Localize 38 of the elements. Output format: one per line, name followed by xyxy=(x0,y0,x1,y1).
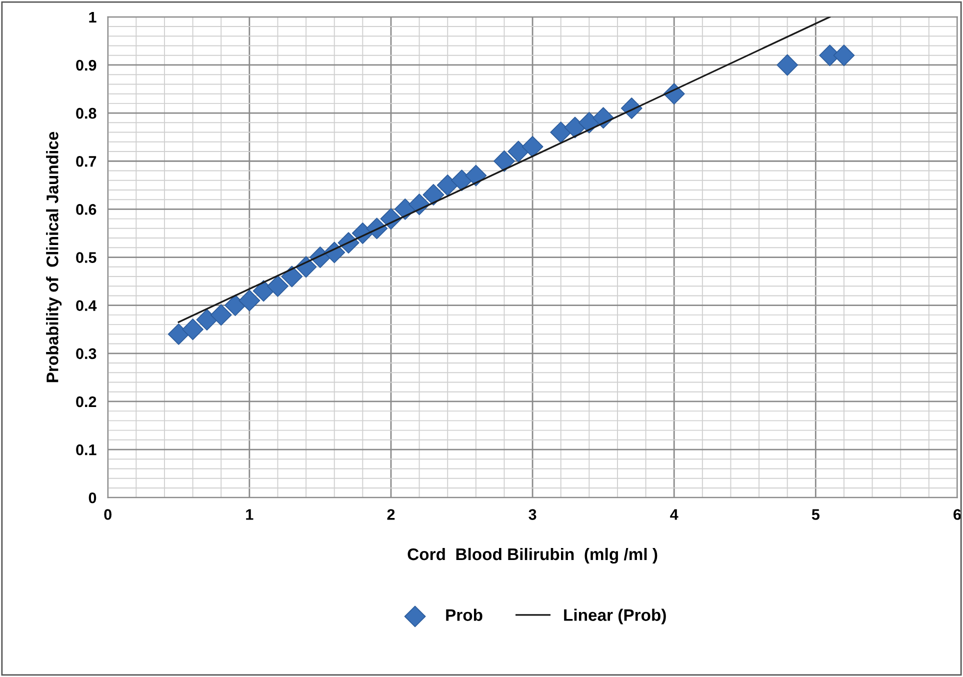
point xyxy=(776,54,798,76)
y-tick-label: 1 xyxy=(89,12,96,22)
y-tick-label: 0.6 xyxy=(76,204,96,215)
y-tick-label: 0 xyxy=(88,492,96,504)
x-tick-label: 6 xyxy=(954,509,961,520)
x-tick-label: 4 xyxy=(670,509,678,520)
x-tick-label: 1 xyxy=(246,509,254,520)
point xyxy=(267,275,288,297)
y-tick-label: 0.8 xyxy=(76,108,96,119)
y-tick-label: 0.4 xyxy=(76,300,97,312)
point xyxy=(508,140,530,162)
point xyxy=(494,150,515,172)
point xyxy=(210,304,232,326)
x-tick-label: 0 xyxy=(104,509,112,520)
x-tick-label: 3 xyxy=(528,509,536,520)
y-tick-label: 0.9 xyxy=(76,60,96,71)
y-axis-title: Probability of Clinical Jaundice xyxy=(46,132,62,382)
x-tick-label: 5 xyxy=(812,509,820,520)
y-tick-label: 0.5 xyxy=(76,252,96,263)
point xyxy=(833,44,855,66)
x-axis-title: Cord Blood Bilirubin (mlg /ml ) xyxy=(408,548,658,564)
legend-label: Linear (Prob) xyxy=(564,608,666,624)
y-tick-label: 0.3 xyxy=(76,348,96,360)
point xyxy=(422,184,444,206)
point xyxy=(436,174,458,196)
point xyxy=(550,122,572,144)
legend-label: Prob xyxy=(446,608,482,621)
point xyxy=(281,266,303,288)
y-tick-label: 0.7 xyxy=(76,156,96,167)
point xyxy=(238,290,260,312)
x-tick-label: 2 xyxy=(387,509,395,520)
point xyxy=(168,323,190,345)
y-tick-label: 0.2 xyxy=(76,396,96,408)
point xyxy=(465,164,487,186)
point xyxy=(522,136,544,158)
point xyxy=(196,309,218,330)
point xyxy=(182,318,204,340)
y-tick-label: 0.1 xyxy=(76,444,96,456)
